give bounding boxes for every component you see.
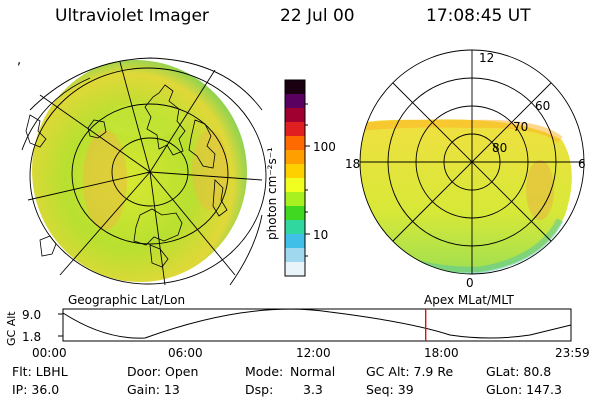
filter-status: Flt: LBHL xyxy=(12,364,68,379)
dsp-label: Dsp: xyxy=(245,382,274,397)
mode-value: Normal xyxy=(290,364,336,379)
colorbar-swatch xyxy=(285,122,305,137)
colorbar-swatch xyxy=(285,262,305,277)
colorbar-swatch xyxy=(285,80,305,95)
mlt-polar-plot: 12 18 6 0 60 70 80 xyxy=(345,49,586,290)
mlat-label-60: 60 xyxy=(535,99,550,113)
time-tick-1800: 18:00 xyxy=(424,346,459,360)
colorbar-swatch xyxy=(285,136,305,151)
dsp-value: 3.3 xyxy=(303,382,323,397)
colorbar-swatch xyxy=(285,108,305,123)
mlt-label-6: 6 xyxy=(578,157,586,171)
mlt-label-12: 12 xyxy=(479,51,494,65)
colorbar-swatch xyxy=(285,94,305,109)
ip-status: IP: 36.0 xyxy=(12,382,60,397)
gc-alt-status: GC Alt: 7.9 Re xyxy=(366,364,454,379)
right-panel-caption: Apex MLat/MLT xyxy=(424,293,514,307)
mlat-label-80: 80 xyxy=(492,141,507,155)
gain-status: Gain: 13 xyxy=(127,382,180,397)
colorbar-swatch xyxy=(285,178,305,193)
geographic-map xyxy=(21,57,267,286)
colorbar-tick-100: 100 xyxy=(313,140,336,154)
colorbar-swatch xyxy=(285,220,305,235)
door-status: Door: Open xyxy=(127,364,199,379)
mlt-label-0: 0 xyxy=(466,276,474,290)
colorbar-swatch xyxy=(285,164,305,179)
time-tick-1200: 12:00 xyxy=(296,346,331,360)
altitude-curve xyxy=(62,308,572,339)
gc-alt-axis-label: GC Alt xyxy=(5,311,18,346)
colorbar-label: photon cm⁻²s⁻¹ xyxy=(265,147,279,240)
corner-mark: , xyxy=(17,53,21,68)
left-panel-caption: Geographic Lat/Lon xyxy=(68,293,186,307)
colorbar-swatch xyxy=(285,150,305,165)
colorbar-tick-10: 10 xyxy=(313,228,328,242)
mode-label: Mode: xyxy=(245,364,284,379)
colorbar-scale xyxy=(285,80,305,277)
time-readout: 17:08:45 UT xyxy=(426,6,531,26)
colorbar: 100 10 photon cm⁻²s⁻¹ xyxy=(265,79,336,277)
colorbar-swatch xyxy=(285,206,305,221)
time-tick-2359: 23:59 xyxy=(555,346,590,360)
time-tick-0000: 00:00 xyxy=(32,346,67,360)
time-tick-0600: 06:00 xyxy=(168,346,203,360)
gc-alt-tick-9: 9.0 xyxy=(22,308,41,322)
seq-status: Seq: 39 xyxy=(366,382,414,397)
colorbar-swatch xyxy=(285,234,305,249)
colorbar-swatch xyxy=(285,192,305,207)
glat-status: GLat: 80.8 xyxy=(486,364,552,379)
glon-status: GLon: 147.3 xyxy=(486,382,562,397)
mlat-label-70: 70 xyxy=(513,120,528,134)
colorbar-swatch xyxy=(285,248,305,263)
lat-lon-grid xyxy=(21,57,267,286)
polar-grid xyxy=(359,49,585,275)
gc-alt-tick-1.8: 1.8 xyxy=(22,330,41,344)
mlt-label-18: 18 xyxy=(345,157,360,171)
app-title: Ultraviolet Imager xyxy=(55,6,209,26)
coastlines xyxy=(25,84,228,268)
orbit-timeline: 9.0 1.8 GC Alt xyxy=(5,308,572,346)
date-readout: 22 Jul 00 xyxy=(280,6,355,26)
